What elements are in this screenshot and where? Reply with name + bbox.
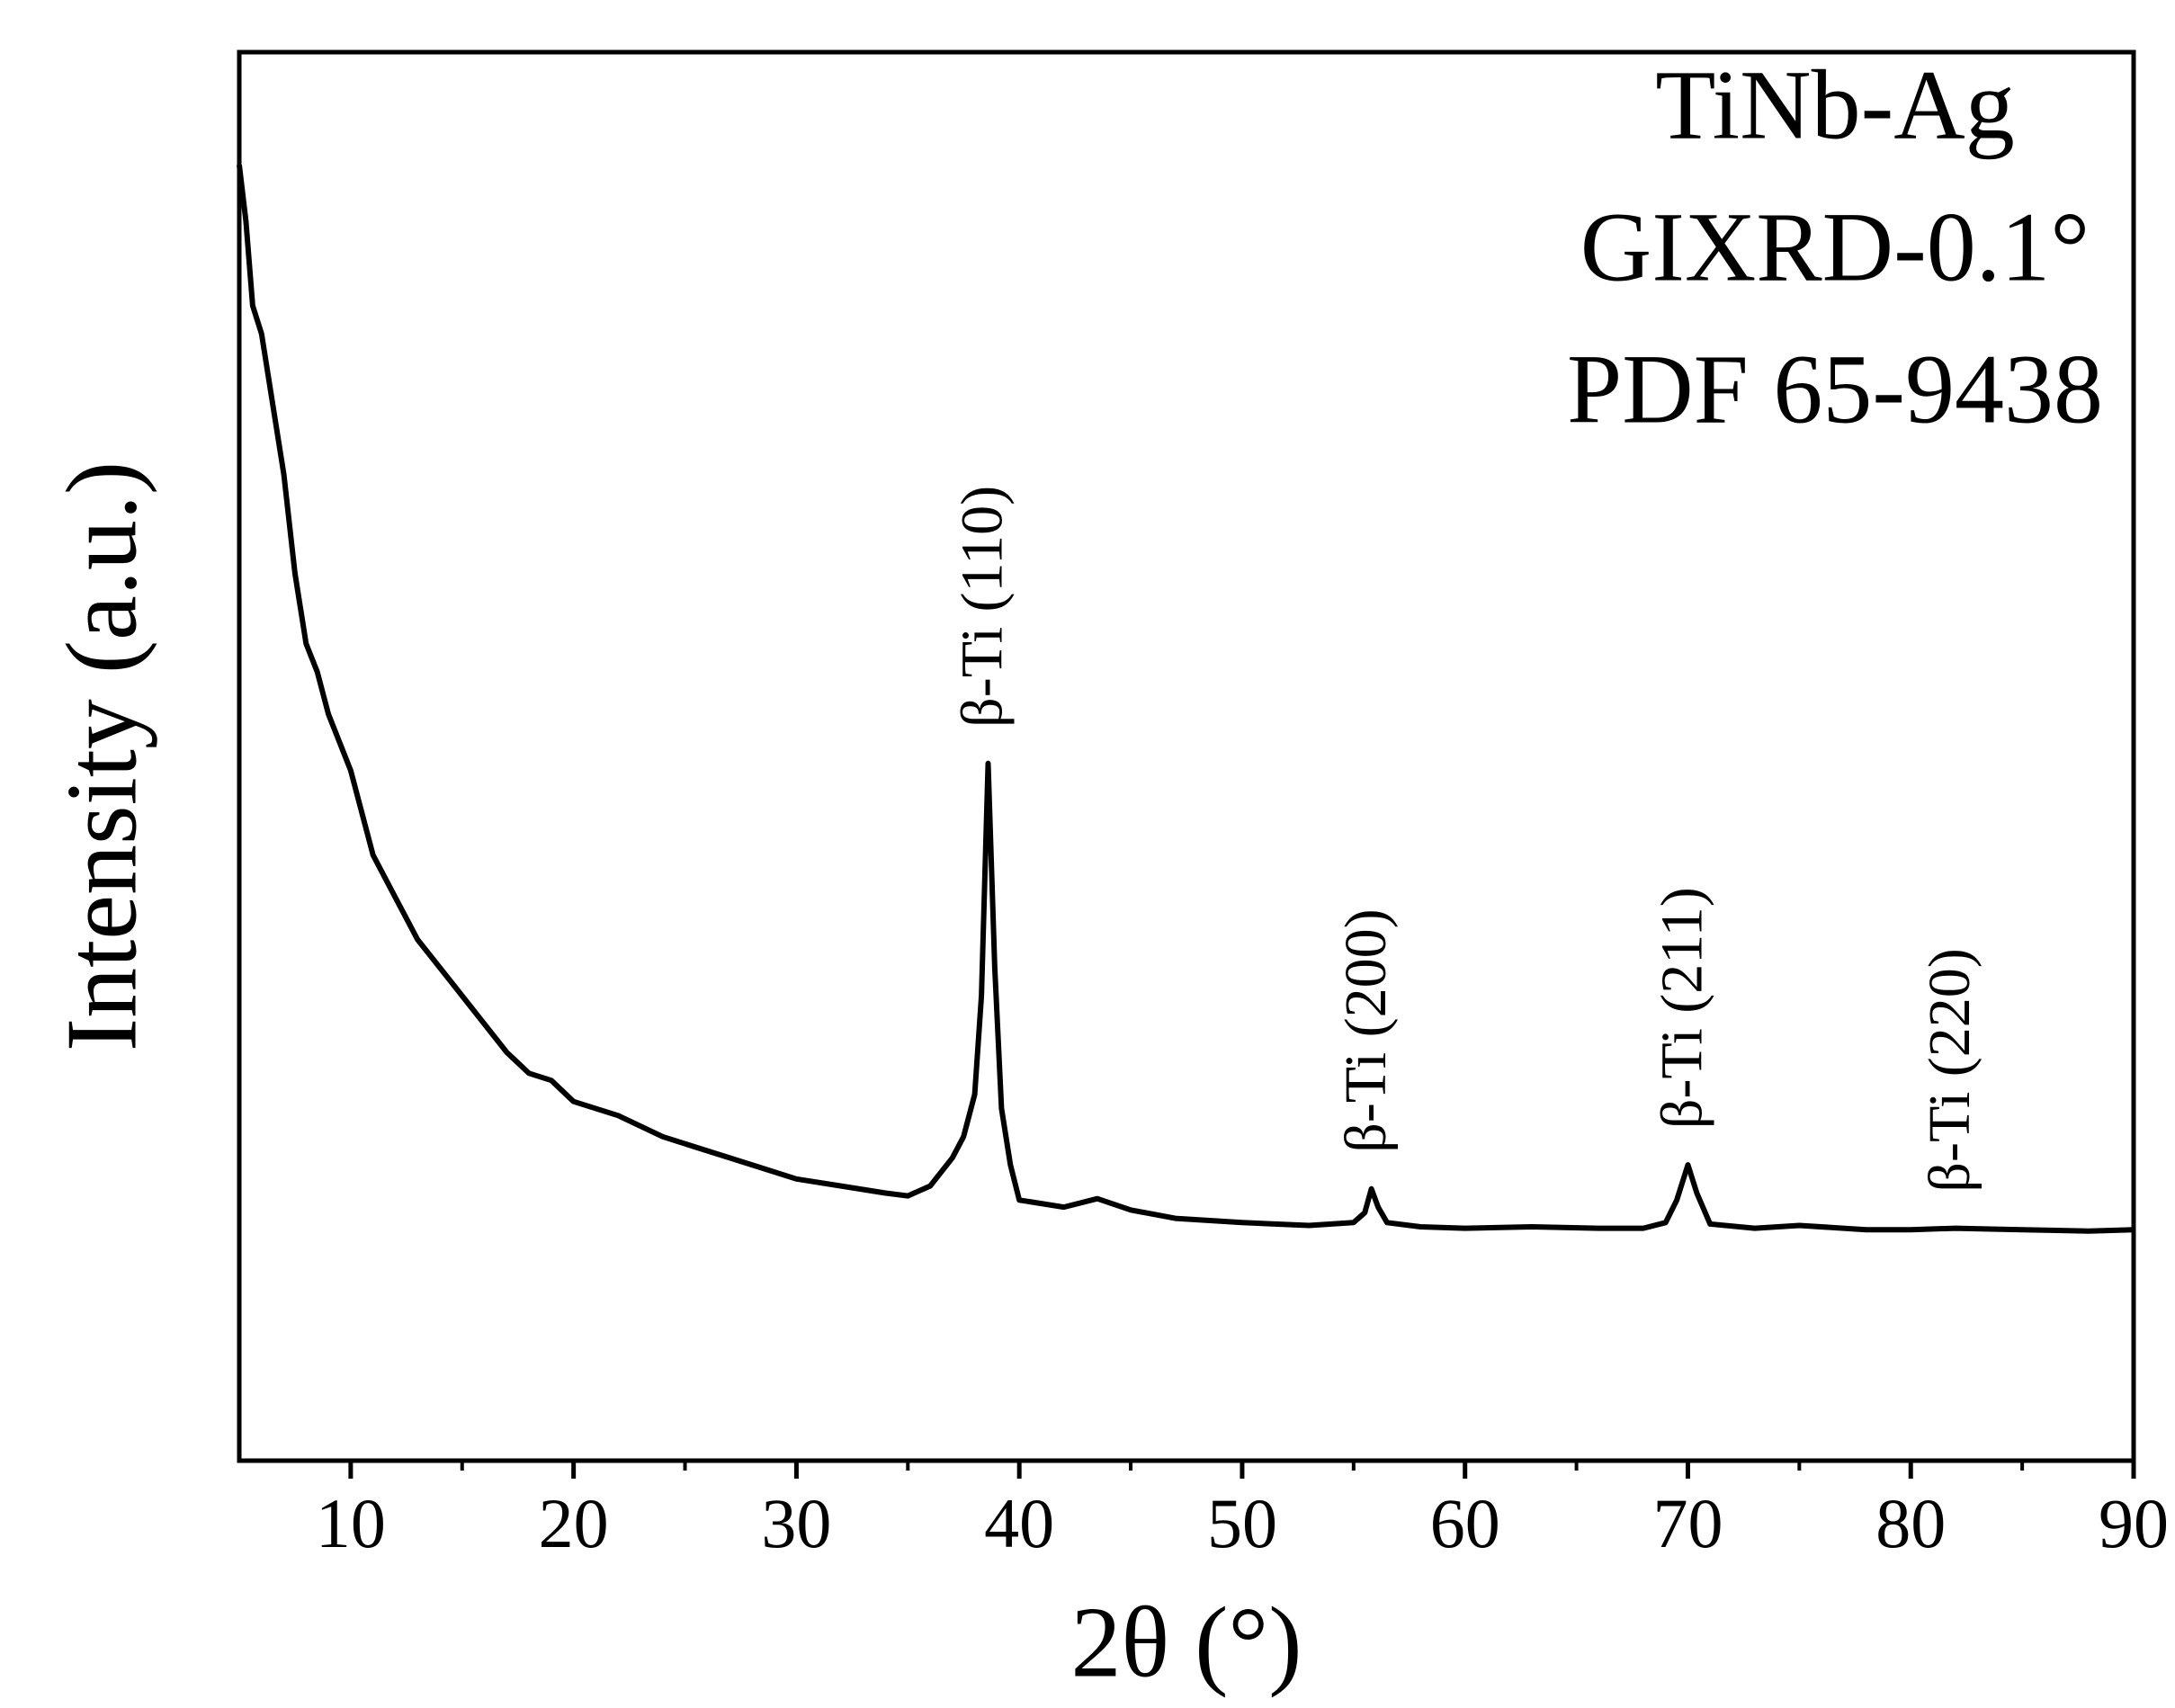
peak-label: β-Ti (220) — [1917, 948, 1983, 1192]
x-tick-label: 20 — [539, 1484, 609, 1562]
x-tick-label: 60 — [1430, 1484, 1500, 1562]
x-tick-label: 90 — [2099, 1484, 2169, 1562]
y-axis-title: Intensity (a.u.) — [47, 461, 158, 1051]
plot-frame — [237, 49, 2136, 1463]
data-line — [237, 164, 2135, 1234]
x-tick-label: 30 — [761, 1484, 831, 1562]
x-tick-label: 70 — [1652, 1484, 1723, 1562]
peak-label: β-Ti (110) — [950, 486, 1016, 728]
x-axis-title: 2θ (°) — [1070, 1587, 1302, 1699]
x-tick-label: 40 — [984, 1484, 1054, 1562]
peak-label: β-Ti (211) — [1650, 887, 1715, 1129]
corner-label: GIXRD-0.1° — [1580, 192, 2090, 301]
x-tick-label: 10 — [316, 1484, 386, 1562]
corner-label: TiNb-Ag — [1655, 49, 2014, 159]
x-tick-label: 50 — [1207, 1484, 1277, 1562]
corner-label: PDF 65-9438 — [1567, 334, 2103, 443]
x-tick-label: 80 — [1875, 1484, 1946, 1562]
peak-label: β-Ti (200) — [1333, 908, 1399, 1152]
